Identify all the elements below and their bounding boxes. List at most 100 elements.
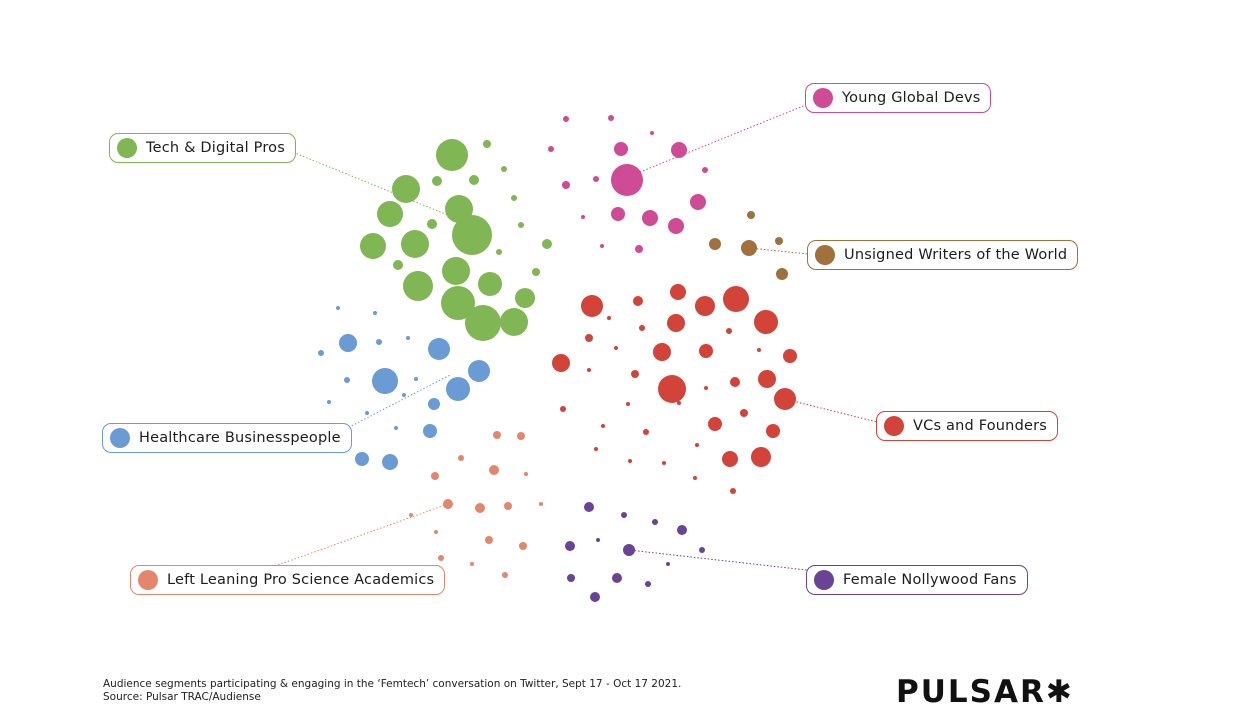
vcs-node [670, 284, 686, 300]
legend-label: Unsigned Writers of the World [844, 247, 1068, 263]
vcs-node [628, 459, 632, 463]
tech-node [501, 166, 507, 172]
health-node [406, 336, 410, 340]
health-node [339, 334, 357, 352]
academics-node [524, 472, 528, 476]
academics-node [443, 499, 453, 509]
young-segment-dot [813, 88, 833, 108]
vcs-node [594, 447, 598, 451]
nollywood-node [612, 573, 622, 583]
legend-label: Female Nollywood Fans [843, 572, 1017, 588]
nollywood-node [623, 544, 635, 556]
vcs-node [626, 402, 630, 406]
academics-node [489, 465, 499, 475]
legend-label: Healthcare Businesspeople [139, 430, 341, 446]
young-node [608, 115, 614, 121]
legend-tech-digital-pros[interactable]: Tech & Digital Pros [109, 133, 296, 163]
tech-node [465, 305, 501, 341]
young-node [611, 164, 643, 196]
vcs-node [585, 334, 593, 342]
writers-leader-line [748, 247, 829, 257]
writers-node [747, 211, 755, 219]
writers-segment-dot [815, 245, 835, 265]
legend-female-nollywood-fans[interactable]: Female Nollywood Fans [806, 565, 1028, 595]
nollywood-node [677, 525, 687, 535]
legend-young-global-devs[interactable]: Young Global Devs [805, 83, 992, 113]
academics-node [409, 513, 413, 517]
nollywood-node [699, 547, 705, 553]
legend-healthcare-businesspeople[interactable]: Healthcare Businesspeople [102, 423, 352, 453]
legend-unsigned-writers[interactable]: Unsigned Writers of the World [807, 240, 1079, 270]
academics-segment-dot [138, 570, 158, 590]
nollywood-node [652, 519, 658, 525]
writers-node [709, 238, 721, 250]
academics-leader-line [277, 503, 449, 566]
academics-node [517, 432, 525, 440]
caption-description: Audience segments participating & engagi… [103, 678, 682, 690]
young-node [611, 207, 625, 221]
tech-node [469, 175, 479, 185]
vcs-node [662, 461, 666, 465]
vcs-node [601, 424, 605, 428]
health-node [446, 377, 470, 401]
nollywood-node [590, 592, 600, 602]
young-node [593, 176, 599, 182]
tech-node [427, 219, 437, 229]
nollywood-segment-dot [814, 570, 834, 590]
vcs-node [723, 286, 749, 312]
vcs-node [730, 488, 736, 494]
vcs-node [677, 401, 681, 405]
vcs-node [581, 295, 603, 317]
nollywood-node [645, 581, 651, 587]
health-node [376, 339, 382, 345]
tech-node [452, 215, 492, 255]
young-node [671, 142, 687, 158]
academics-node [475, 503, 485, 513]
academics-node [458, 455, 464, 461]
academics-node [438, 555, 444, 561]
health-node [327, 400, 331, 404]
vcs-node [693, 476, 697, 480]
academics-node [431, 472, 439, 480]
young-node [690, 194, 706, 210]
academics-node [519, 542, 527, 550]
academics-node [470, 562, 474, 566]
vcs-node [758, 370, 776, 388]
vcs-node [560, 406, 566, 412]
tech-node [542, 239, 552, 249]
tech-node [500, 308, 528, 336]
vcs-node [766, 424, 780, 438]
legend-left-leaning-academics[interactable]: Left Leaning Pro Science Academics [130, 565, 446, 595]
vcs-node [614, 346, 618, 350]
health-node [428, 398, 440, 410]
vcs-node [695, 443, 699, 447]
vcs-node [643, 429, 649, 435]
health-node [394, 426, 398, 430]
vcs-node [633, 296, 643, 306]
tech-segment-dot [117, 138, 137, 158]
writers-node [776, 268, 788, 280]
tech-node [483, 140, 491, 148]
young-node [600, 244, 604, 248]
figure-caption: Audience segments participating & engagi… [103, 678, 681, 704]
health-node [372, 368, 398, 394]
asterisk-icon: ✱ [1045, 674, 1074, 710]
young-node [581, 215, 585, 219]
vcs-node [708, 417, 722, 431]
vcs-node [740, 409, 748, 417]
young-node [562, 181, 570, 189]
vcs-node [704, 386, 708, 390]
academics-node [539, 502, 543, 506]
health-node [318, 350, 324, 356]
legend-vcs-and-founders[interactable]: VCs and Founders [876, 411, 1059, 441]
tech-node [478, 272, 502, 296]
academics-node [485, 536, 493, 544]
nollywood-node [565, 541, 575, 551]
vcs-node [667, 314, 685, 332]
health-node [365, 411, 369, 415]
nollywood-node [596, 538, 600, 542]
legend-label: Left Leaning Pro Science Academics [167, 572, 435, 588]
tech-node [401, 230, 429, 258]
vcs-node [722, 451, 738, 467]
